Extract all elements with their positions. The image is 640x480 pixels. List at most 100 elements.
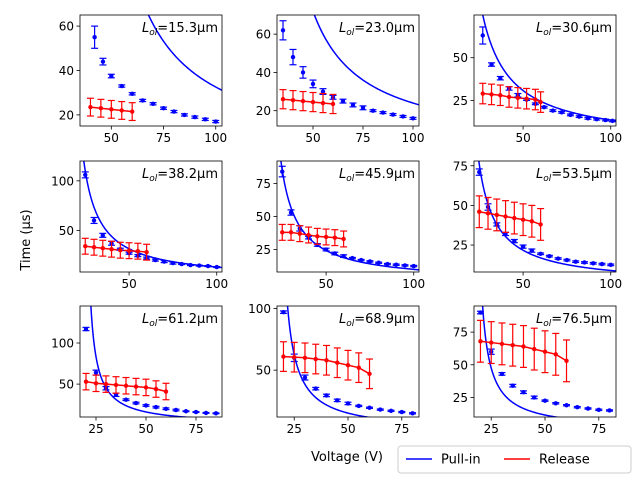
release-point bbox=[118, 247, 123, 253]
pullin-point bbox=[93, 370, 99, 375]
pullin-point bbox=[550, 108, 556, 113]
pullin-point bbox=[585, 406, 591, 411]
plot-area bbox=[278, 161, 419, 271]
release-point bbox=[506, 94, 512, 100]
pullin-point bbox=[538, 251, 543, 256]
release-point bbox=[485, 211, 491, 216]
pullin-fit-line bbox=[286, 306, 372, 417]
pullin-fit-line bbox=[83, 161, 222, 269]
release-point bbox=[163, 389, 169, 394]
release-point bbox=[91, 245, 97, 250]
y-tick-label: 75 bbox=[256, 177, 271, 191]
subplot-6: 50 100 25 50 75 Lol=53.5μm bbox=[453, 159, 622, 291]
release-point bbox=[288, 230, 294, 235]
y-tick-label: 40 bbox=[256, 66, 271, 80]
pullin-point bbox=[608, 262, 613, 268]
axes-frame bbox=[79, 305, 223, 418]
pullin-point bbox=[576, 114, 582, 119]
pullin-fit-line bbox=[478, 161, 616, 272]
pullin-point bbox=[596, 407, 601, 413]
pullin-point bbox=[170, 260, 176, 266]
pullin-point bbox=[161, 106, 166, 111]
y-axis-label: Time (μs) bbox=[19, 209, 34, 271]
pullin-point bbox=[594, 116, 599, 122]
x-tick-label: 25 bbox=[287, 422, 302, 436]
release-point bbox=[93, 381, 99, 386]
y-tick-label: 40 bbox=[59, 64, 74, 78]
panel-label: Lol=23.0μm bbox=[339, 21, 415, 38]
x-tick-label: 50 bbox=[138, 422, 153, 436]
release-point bbox=[330, 101, 336, 107]
x-axis-label: Voltage (V) bbox=[311, 450, 383, 465]
y-tick-label: 75 bbox=[453, 159, 468, 173]
panel-label: Lol=53.5μm bbox=[536, 167, 612, 184]
release-point bbox=[144, 249, 149, 255]
y-tick-label: 50 bbox=[59, 378, 74, 392]
x-tick-label: 100 bbox=[599, 277, 622, 291]
pullin-point bbox=[411, 263, 416, 269]
pullin-point bbox=[591, 261, 596, 266]
pullin-fit-line bbox=[481, 306, 561, 417]
release-point bbox=[503, 214, 508, 219]
pullin-point bbox=[213, 119, 218, 124]
y-tick-label: 60 bbox=[59, 20, 74, 34]
x-tick-label: 50 bbox=[515, 277, 530, 291]
y-tick-label: 50 bbox=[453, 51, 468, 65]
pullin-point bbox=[100, 233, 105, 238]
pullin-point bbox=[370, 108, 376, 113]
y-tick-label: 50 bbox=[453, 199, 468, 213]
pullin-point bbox=[133, 400, 139, 406]
subplot-3: 50 100 25 50 Lol=30.6μm bbox=[453, 14, 622, 145]
pullin-point bbox=[380, 110, 386, 115]
pullin-point bbox=[376, 260, 381, 265]
release-point bbox=[103, 381, 109, 387]
release-point bbox=[290, 97, 296, 103]
pullin-point bbox=[542, 398, 548, 403]
release-point bbox=[510, 342, 515, 348]
x-tick-label: 50 bbox=[537, 422, 552, 436]
pullin-point bbox=[119, 83, 124, 89]
panel-label: Lol=68.9μm bbox=[339, 312, 415, 329]
subplot-4: 50 100 50 100 Lol=38.2μm bbox=[51, 160, 228, 291]
x-tick-label: 75 bbox=[188, 422, 203, 436]
release-point bbox=[109, 107, 114, 112]
release-point bbox=[315, 234, 320, 239]
pullin-point bbox=[477, 169, 482, 175]
pullin-point bbox=[323, 247, 329, 252]
release-point bbox=[515, 95, 521, 101]
plot-area bbox=[479, 15, 616, 124]
release-point bbox=[332, 235, 338, 240]
release-point bbox=[292, 354, 297, 360]
pullin-point bbox=[182, 112, 187, 118]
pullin-point bbox=[173, 407, 179, 413]
release-point bbox=[302, 355, 308, 360]
pullin-point bbox=[564, 257, 570, 263]
pullin-point bbox=[350, 255, 355, 261]
legend-release-label: Release bbox=[539, 453, 590, 468]
release-point bbox=[335, 360, 340, 365]
release-point bbox=[300, 98, 306, 104]
pullin-point bbox=[480, 33, 485, 38]
pullin-point bbox=[399, 409, 404, 415]
pullin-point bbox=[179, 261, 184, 267]
y-tick-label: 50 bbox=[59, 224, 74, 238]
release-point bbox=[480, 91, 485, 96]
y-tick-label: 20 bbox=[256, 104, 271, 118]
subplot-5: 50 100 25 50 75 Lol=45.9μm bbox=[256, 160, 425, 291]
release-point bbox=[113, 382, 119, 388]
release-point bbox=[297, 231, 302, 236]
release-point bbox=[143, 385, 149, 390]
y-tick-label: 100 bbox=[51, 174, 74, 188]
pullin-point bbox=[109, 73, 114, 79]
release-point bbox=[489, 340, 494, 345]
pullin-point bbox=[300, 70, 306, 75]
pullin-point bbox=[388, 408, 394, 414]
pullin-fit-line bbox=[313, 15, 419, 106]
x-tick-label: 25 bbox=[484, 422, 499, 436]
pullin-point bbox=[385, 261, 390, 267]
y-tick-label: 100 bbox=[51, 337, 74, 351]
release-point bbox=[542, 349, 548, 354]
release-point bbox=[324, 358, 329, 363]
pullin-point bbox=[350, 102, 356, 108]
